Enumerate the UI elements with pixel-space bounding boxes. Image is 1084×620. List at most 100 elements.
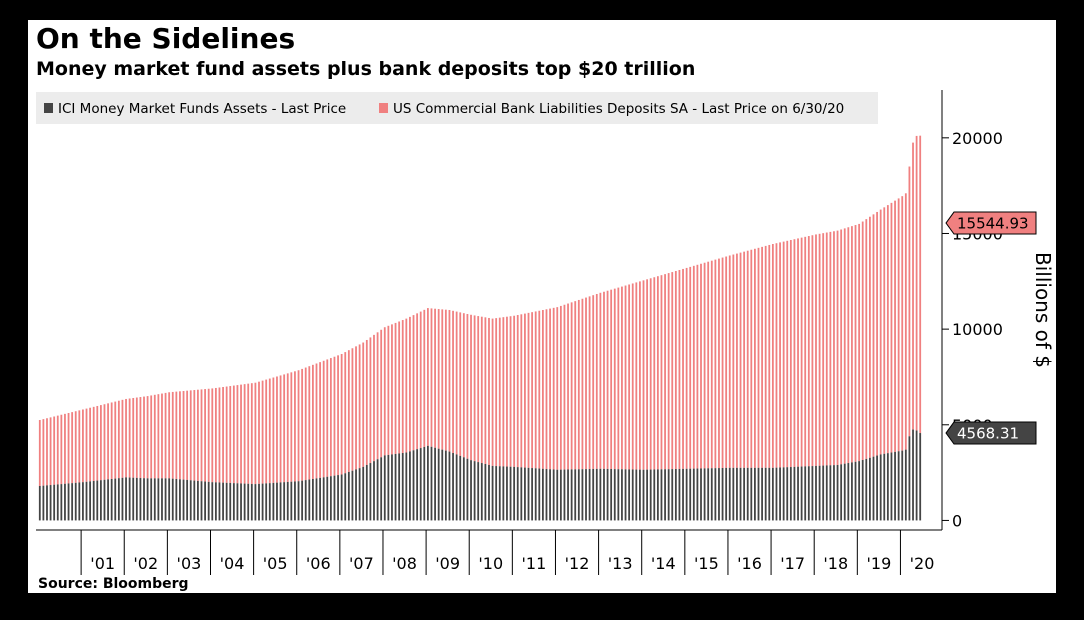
bar-mmf [136, 478, 138, 521]
bar-mmf [671, 469, 673, 520]
bar-mmf [294, 481, 296, 520]
bar-deposits [592, 295, 594, 469]
bar-mmf [409, 451, 411, 520]
bar-deposits [247, 384, 249, 484]
bar-mmf [732, 468, 734, 521]
bar-mmf [711, 468, 713, 520]
bar-mmf [729, 468, 731, 521]
bar-mmf [50, 485, 52, 520]
bar-mmf [808, 466, 810, 520]
bar-mmf [840, 464, 842, 520]
bar-deposits [621, 287, 623, 470]
bar-deposits [607, 291, 609, 469]
bar-mmf [431, 447, 433, 521]
x-tick-label: '04 [220, 554, 245, 573]
bar-deposits [506, 317, 508, 467]
bar-deposits [495, 318, 497, 466]
bar-mmf [467, 459, 469, 521]
bar-mmf [614, 469, 616, 520]
bar-mmf [790, 467, 792, 520]
bar-deposits [64, 414, 66, 484]
bar-mmf [722, 468, 724, 520]
bar-mmf [901, 451, 903, 521]
bar-mmf [876, 456, 878, 521]
bar-deposits [632, 283, 634, 469]
bar-deposits [686, 268, 688, 469]
x-tick-label: '16 [737, 554, 762, 573]
bar-mmf [341, 475, 343, 521]
bar-deposits [316, 363, 318, 478]
bar-mmf [114, 479, 116, 521]
bar-mmf [779, 468, 781, 521]
bar-mmf [46, 485, 48, 520]
bar-deposits [423, 310, 425, 447]
bar-deposits [808, 236, 810, 466]
bar-deposits [377, 332, 379, 459]
bar-mmf [736, 468, 738, 521]
bar-mmf [794, 467, 796, 521]
bar-deposits [255, 383, 257, 484]
bar-mmf [553, 470, 555, 521]
bar-deposits [431, 308, 433, 446]
bar-deposits [754, 249, 756, 468]
bar-deposits [68, 413, 70, 483]
bar-mmf [905, 450, 907, 521]
bar-deposits [700, 264, 702, 469]
bar-mmf [470, 460, 472, 520]
bar-mmf [578, 469, 580, 520]
bar-deposits [229, 386, 231, 483]
bar-deposits [373, 335, 375, 461]
bar-mmf [556, 470, 558, 521]
bar-deposits [334, 357, 336, 476]
bar-deposits [635, 282, 637, 469]
x-tick-label: '11 [522, 554, 547, 573]
bar-mmf [402, 453, 404, 520]
bar-deposits [783, 242, 785, 468]
bar-mmf [71, 483, 73, 520]
bar-deposits [384, 327, 386, 455]
bar-mmf [441, 450, 443, 521]
bar-deposits [919, 136, 921, 433]
bar-mmf [589, 469, 591, 520]
bar-mmf [829, 465, 831, 520]
bar-mmf [352, 471, 354, 521]
bar-deposits [222, 387, 224, 483]
bar-deposits [761, 247, 763, 468]
bar-deposits [470, 315, 472, 460]
bar-deposits [707, 262, 709, 469]
bar-mmf [865, 459, 867, 521]
bar-mmf [617, 469, 619, 520]
bar-mmf [272, 483, 274, 521]
bar-mmf [380, 457, 382, 520]
bar-deposits [560, 306, 562, 470]
bar-deposits [743, 252, 745, 468]
bar-deposits [438, 309, 440, 449]
bar-mmf [912, 430, 914, 521]
bar-mmf [265, 483, 267, 520]
bar-mmf [168, 478, 170, 520]
bar-mmf [456, 454, 458, 520]
bar-deposits [398, 321, 400, 453]
bar-deposits [840, 229, 842, 464]
bar-deposits [855, 225, 857, 462]
bar-mmf [276, 483, 278, 521]
bar-deposits [837, 231, 839, 465]
bar-mmf [143, 478, 145, 520]
y-axis-label: Billions of $ [1031, 252, 1055, 368]
bar-deposits [60, 415, 62, 484]
bar-mmf [574, 469, 576, 520]
bar-deposits [599, 293, 601, 469]
bar-mmf [157, 478, 159, 520]
bar-deposits [89, 408, 91, 482]
bar-deposits [449, 310, 451, 452]
bar-mmf [740, 468, 742, 521]
bar-deposits [467, 314, 469, 459]
bar-deposits [359, 344, 361, 468]
bar-mmf [122, 478, 124, 521]
bar-deposits [851, 226, 853, 462]
bar-mmf [434, 448, 436, 521]
bar-mmf [822, 466, 824, 521]
bar-mmf [635, 470, 637, 521]
bar-deposits [262, 381, 264, 484]
x-tick-label: '13 [608, 554, 633, 573]
